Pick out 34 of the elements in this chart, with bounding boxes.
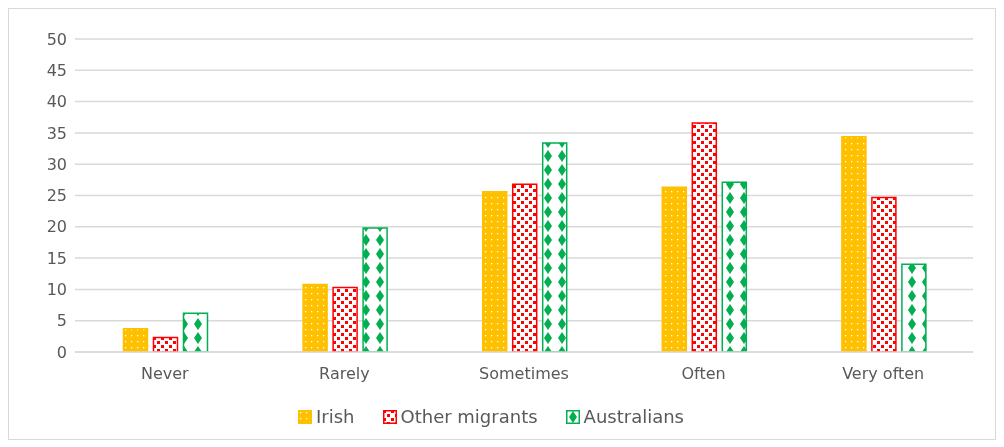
y-tick-label: 25 [46,186,67,206]
x-tick-label: Very often [842,364,925,384]
y-tick-label: 35 [46,123,67,143]
y-tick-label: 0 [56,342,67,362]
bar [511,183,538,352]
legend-label: Other migrants [399,406,538,427]
bar [721,181,748,352]
x-tick-label: Rarely [319,364,370,384]
bar [871,196,897,352]
y-tick-label: 5 [56,311,67,331]
x-tick-label: Never [140,364,190,384]
y-tick-label: 45 [46,60,67,80]
bar [152,336,179,352]
bar [691,122,718,352]
bar [182,312,209,352]
y-tick-label: 10 [46,280,67,300]
legend-label: Australians [582,406,684,427]
y-tick-label: 15 [46,248,67,268]
bar [841,135,867,352]
x-tick-label: Often [681,364,726,384]
y-tick-label: 20 [46,217,67,237]
bar [302,283,328,352]
bar [481,190,508,352]
y-tick-label: 40 [46,92,67,112]
legend-label: Irish [315,406,355,427]
y-tick-label: 50 [46,29,67,49]
bar [122,328,149,352]
bar [362,227,388,352]
bar [901,263,927,352]
x-tick-label: Sometimes [479,364,569,384]
y-tick-label: 30 [46,154,67,174]
bar [661,186,688,352]
bar [332,286,358,352]
bar [541,142,568,352]
